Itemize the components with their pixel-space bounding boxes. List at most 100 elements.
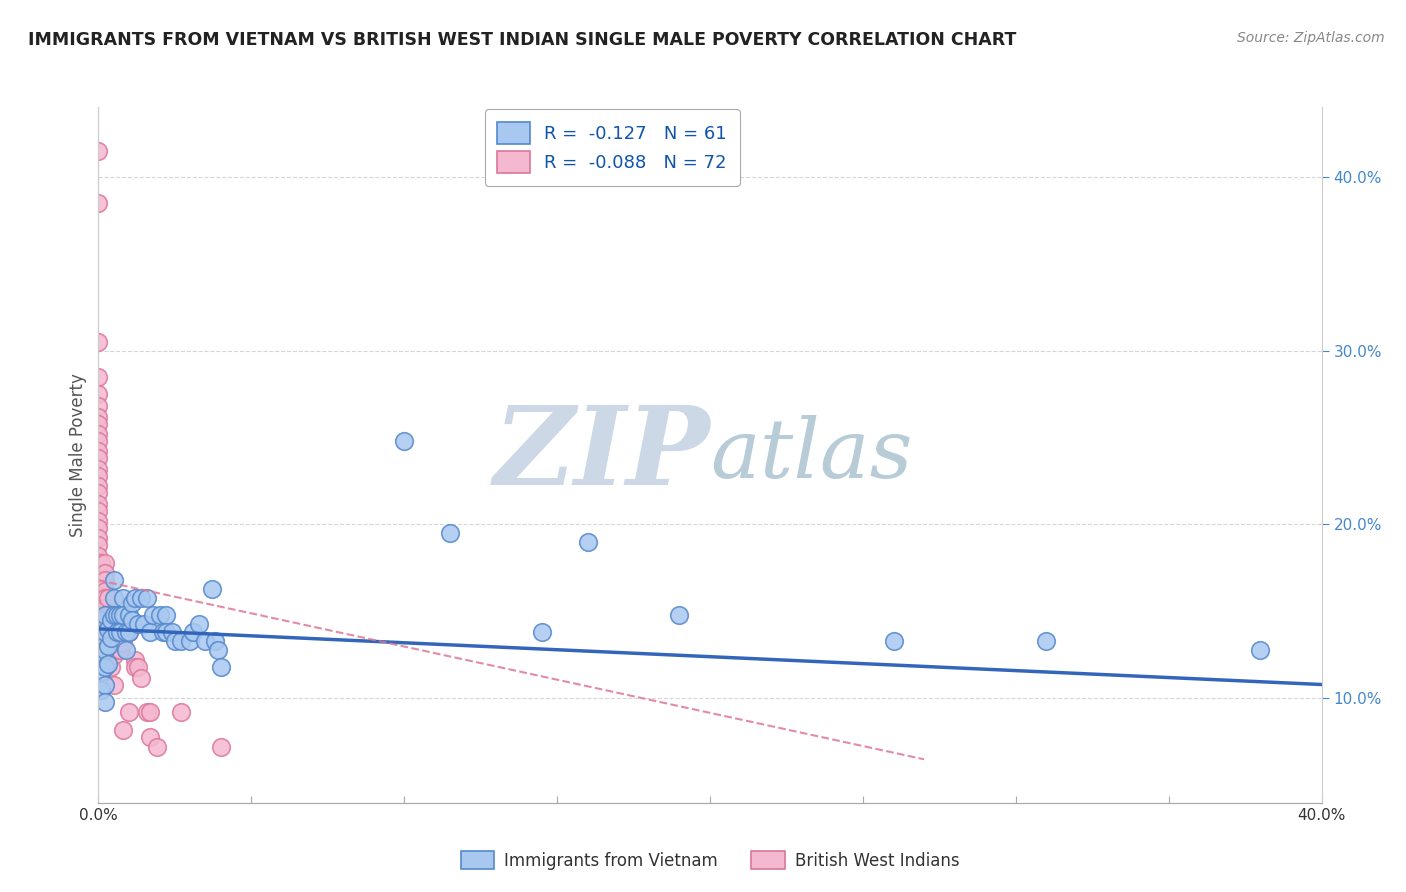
Point <box>145 740 167 755</box>
Point <box>97 622 120 636</box>
Point <box>87 538 110 552</box>
Point <box>87 486 110 500</box>
Point <box>127 616 149 631</box>
Point <box>90 566 112 581</box>
Point <box>90 618 112 632</box>
Point <box>155 607 177 622</box>
Point <box>883 634 905 648</box>
Point <box>124 591 146 605</box>
Point <box>90 625 112 640</box>
Point <box>129 591 152 605</box>
Point <box>87 417 110 431</box>
Text: atlas: atlas <box>710 415 912 495</box>
Point <box>108 625 131 640</box>
Point <box>108 642 131 657</box>
Point <box>139 706 162 720</box>
Point <box>209 660 232 674</box>
Point <box>93 607 115 622</box>
Point <box>90 573 112 587</box>
Point <box>204 634 226 648</box>
Point <box>139 730 162 744</box>
Point <box>142 607 165 622</box>
Point <box>93 601 115 615</box>
Point <box>124 653 146 667</box>
Point <box>129 671 152 685</box>
Point <box>170 706 193 720</box>
Point <box>136 706 159 720</box>
Point <box>103 677 125 691</box>
Point <box>100 607 122 622</box>
Point <box>87 451 110 466</box>
Point <box>118 607 141 622</box>
Point <box>87 479 110 493</box>
Text: ZIP: ZIP <box>494 401 710 508</box>
Point <box>97 607 120 622</box>
Point <box>115 625 138 640</box>
Point <box>87 549 110 563</box>
Point <box>121 613 143 627</box>
Point <box>105 642 128 657</box>
Point <box>87 369 110 384</box>
Point <box>152 625 174 640</box>
Point <box>194 634 217 648</box>
Point <box>103 591 125 605</box>
Point <box>87 468 110 483</box>
Point <box>111 607 134 622</box>
Point <box>93 625 115 640</box>
Point <box>87 399 110 413</box>
Point <box>124 660 146 674</box>
Point <box>149 607 172 622</box>
Point <box>90 648 112 662</box>
Point <box>1249 642 1271 657</box>
Point <box>118 625 141 640</box>
Point <box>93 566 115 581</box>
Point <box>87 409 110 424</box>
Point <box>100 642 122 657</box>
Legend: Immigrants from Vietnam, British West Indians: Immigrants from Vietnam, British West In… <box>453 843 967 878</box>
Point <box>87 503 110 517</box>
Point <box>115 642 138 657</box>
Point <box>90 642 112 657</box>
Point <box>90 556 112 570</box>
Text: IMMIGRANTS FROM VIETNAM VS BRITISH WEST INDIAN SINGLE MALE POVERTY CORRELATION C: IMMIGRANTS FROM VIETNAM VS BRITISH WEST … <box>28 31 1017 49</box>
Point <box>87 462 110 476</box>
Point <box>392 434 416 448</box>
Point <box>108 607 131 622</box>
Point <box>108 625 131 640</box>
Point <box>100 631 122 645</box>
Point <box>179 634 201 648</box>
Point <box>97 642 120 657</box>
Point <box>136 591 159 605</box>
Point <box>188 616 211 631</box>
Point <box>439 526 461 541</box>
Point <box>170 634 193 648</box>
Point <box>100 660 122 674</box>
Point <box>87 514 110 528</box>
Text: Source: ZipAtlas.com: Source: ZipAtlas.com <box>1237 31 1385 45</box>
Point <box>87 497 110 511</box>
Point <box>97 639 120 653</box>
Point <box>93 636 115 650</box>
Point <box>93 583 115 598</box>
Point <box>668 607 690 622</box>
Point <box>121 596 143 610</box>
Point <box>100 625 122 640</box>
Point <box>87 521 110 535</box>
Point <box>87 144 110 158</box>
Point <box>103 607 125 622</box>
Point <box>207 642 229 657</box>
Point <box>111 591 134 605</box>
Point <box>93 642 115 657</box>
Point <box>87 195 110 210</box>
Point <box>93 695 115 709</box>
Point <box>160 625 183 640</box>
Point <box>209 740 232 755</box>
Point <box>139 625 162 640</box>
Point <box>93 618 115 632</box>
Point <box>127 660 149 674</box>
Point <box>87 556 110 570</box>
Point <box>87 532 110 546</box>
Point <box>97 657 120 671</box>
Point <box>103 573 125 587</box>
Point <box>97 591 120 605</box>
